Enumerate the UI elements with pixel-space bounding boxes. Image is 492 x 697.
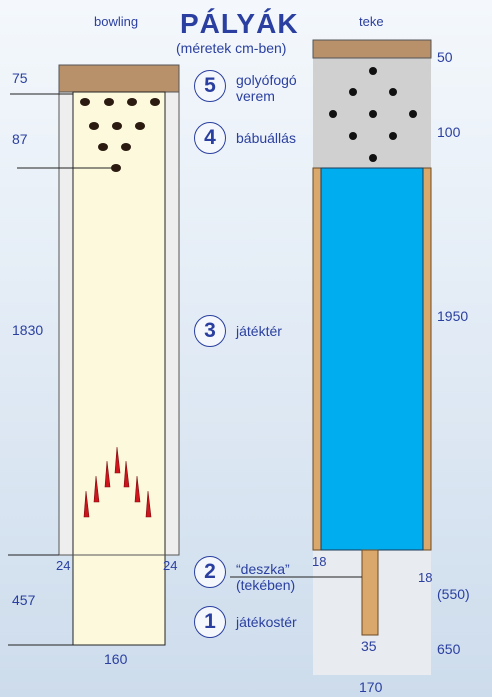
step-label-5-line2: verem: [236, 88, 275, 104]
lane-arrow: [83, 490, 90, 518]
teke-pin: [369, 110, 377, 118]
teke-pin: [349, 132, 357, 140]
step-badge-4: 4: [194, 122, 226, 154]
step-badge-1: 1: [194, 606, 226, 638]
step-label-3: játéktér: [236, 323, 282, 339]
lane-arrow: [134, 475, 141, 503]
lane-arrow: [114, 446, 121, 474]
teke-board: [361, 549, 379, 636]
teke-lane-dim: 1950: [437, 308, 469, 324]
step-badge-2: 2: [194, 556, 226, 588]
step-label-4: bábuállás: [236, 130, 296, 146]
bowling-pin: [89, 122, 99, 130]
step-label-1: játékostér: [236, 614, 297, 630]
step-badge-3: 3: [194, 315, 226, 347]
teke-pins: [329, 67, 417, 162]
teke-board-width-dim: 35: [361, 638, 377, 654]
teke-rail-right: [422, 167, 432, 551]
teke-deck-dim: 100: [437, 124, 461, 140]
bowling-header: bowling: [94, 14, 139, 29]
teke-pin: [369, 154, 377, 162]
bowling-pin: [121, 143, 131, 151]
teke-pin: [389, 88, 397, 96]
teke-approach-dim: 650: [437, 641, 461, 657]
teke-board-alt-dim: (550): [437, 586, 470, 602]
bowling-width-dim: 160: [104, 651, 128, 667]
bowling-pit: [58, 64, 180, 93]
lane-arrow: [104, 460, 111, 488]
teke-pin: [329, 110, 337, 118]
teke-header: teke: [359, 14, 384, 29]
step-label-5-line1: golyófogó: [236, 72, 297, 88]
bowling-pin: [112, 122, 122, 130]
bowling-pit-dim: 75: [12, 70, 28, 86]
page-title: PÁLYÁK: [180, 8, 299, 39]
page-subtitle: (méretek cm-ben): [176, 40, 287, 56]
bowling-gutter-right-dim: 24: [163, 558, 178, 573]
lane-arrow: [123, 460, 130, 488]
bowling-pin: [111, 164, 121, 172]
teke-pin: [389, 132, 397, 140]
teke-width-dim: 170: [359, 679, 383, 695]
step-badge-5: 5: [194, 70, 226, 102]
teke-pin: [369, 67, 377, 75]
bowling-lane-dim: 1830: [12, 322, 44, 338]
bowling-lane: [72, 91, 166, 646]
bowling-deck-dim: 87: [12, 131, 28, 147]
bowling-pin: [135, 122, 145, 130]
step-label-2-line2: (tekében): [236, 577, 296, 593]
teke-rail-left: [312, 167, 322, 551]
teke-pit-dim: 50: [437, 49, 453, 65]
step-label-2-line1: “deszka”: [236, 561, 290, 577]
lane-arrow: [145, 490, 152, 518]
bowling-approach-dim: 457: [12, 592, 36, 608]
teke-pit: [312, 39, 432, 59]
bowling-pins: [80, 98, 160, 172]
bowling-pin: [127, 98, 137, 106]
teke-board-left-dim: 18: [312, 554, 327, 569]
teke-pin: [409, 110, 417, 118]
lane-arrow: [93, 475, 100, 503]
bowling-gutter-left-dim: 24: [56, 558, 71, 573]
step-label-5: golyófogó verem: [236, 72, 297, 104]
bowling-pin: [98, 143, 108, 151]
teke-board-right-dim: 18: [418, 570, 433, 585]
bowling-pin: [104, 98, 114, 106]
bowling-pin: [150, 98, 160, 106]
bowling-lane-arrows: [83, 446, 152, 518]
teke-pin: [349, 88, 357, 96]
step-label-2: “deszka” (tekében): [236, 561, 295, 593]
teke-lane: [320, 167, 424, 551]
bowling-pin: [80, 98, 90, 106]
